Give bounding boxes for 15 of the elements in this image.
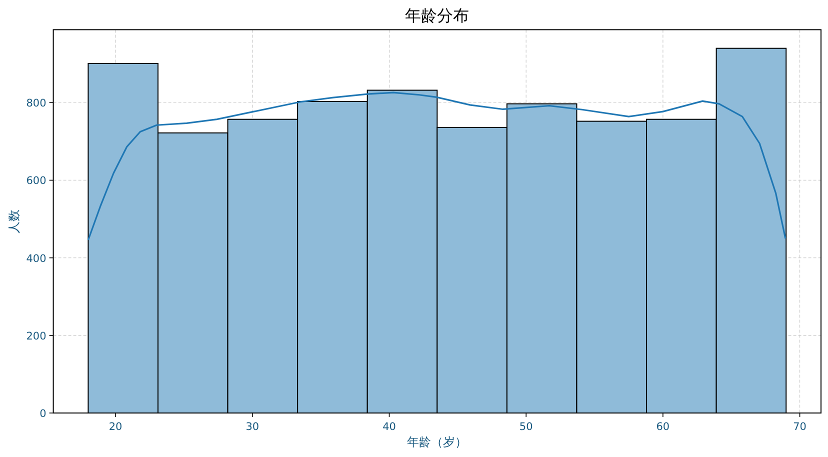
chart-title: 年龄分布 <box>405 6 470 25</box>
y-tick-label: 600 <box>26 175 46 188</box>
x-axis-title: 年龄（岁） <box>407 435 468 449</box>
y-axis-title: 人数 <box>7 209 21 234</box>
x-tick-label: 50 <box>519 421 533 433</box>
line-series <box>87 92 786 241</box>
x-tick-label: 40 <box>382 421 396 433</box>
x-tick-label: 70 <box>793 421 806 433</box>
y-tick-label: 0 <box>40 408 46 420</box>
y-tick-label: 800 <box>26 98 46 110</box>
y-tick-label: 400 <box>26 252 46 265</box>
x-tick-label: 20 <box>108 421 122 433</box>
y-tick-label: 200 <box>26 330 46 342</box>
x-tick-label: 60 <box>656 421 670 433</box>
x-tick-label: 30 <box>246 421 260 433</box>
